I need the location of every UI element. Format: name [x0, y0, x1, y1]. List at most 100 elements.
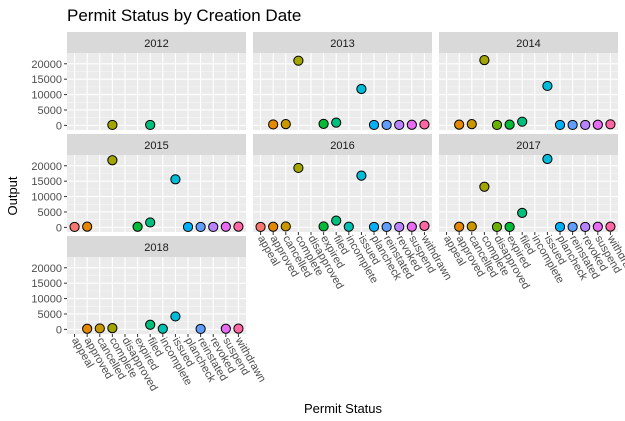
- data-point-2013-withdrawn: [419, 119, 430, 130]
- data-point-2015-expired: [132, 221, 143, 232]
- panel-background: [67, 53, 246, 130]
- data-point-2016-plancheck: [368, 221, 380, 233]
- data-point-2014-plancheck: [554, 119, 566, 131]
- data-point-2018-reinstated: [195, 323, 206, 335]
- facet-panels: 2012 2013 2014 2015 2016 2017 2018: [67, 32, 618, 335]
- data-point-2013-revoked: [394, 119, 405, 131]
- y-tick-label: 10000: [31, 90, 62, 102]
- data-point-2012-complete: [107, 119, 118, 131]
- data-point-2017-plancheck: [554, 221, 566, 233]
- data-point-2016-complete: [293, 162, 304, 174]
- data-point-2013-suspend: [406, 119, 417, 130]
- panel-background: [253, 53, 432, 130]
- y-tick-label: 5000: [38, 207, 62, 219]
- data-point-2015-revoked: [208, 221, 219, 233]
- x-axis-title: Permit Status: [304, 401, 383, 416]
- y-tick-label: 5000: [38, 105, 62, 117]
- data-point-2017-issued: [542, 153, 553, 165]
- data-point-2015-plancheck: [182, 221, 194, 233]
- data-point-2016-reinstated: [381, 221, 392, 233]
- facet-panel-2016: 2016: [253, 134, 432, 233]
- data-point-2016-revoked: [394, 221, 405, 233]
- panel-background: [253, 155, 432, 232]
- data-point-2016-cancelled: [280, 221, 291, 232]
- data-point-2015-withdrawn: [233, 221, 244, 232]
- data-point-2013-approved: [268, 119, 279, 130]
- data-point-2014-revoked: [580, 119, 591, 131]
- data-point-2017-approved: [454, 221, 465, 232]
- data-point-2015-issued: [170, 174, 181, 185]
- data-point-2017-reinstated: [567, 221, 578, 233]
- data-point-2014-suspend: [592, 119, 603, 130]
- y-tick-label: 10000: [31, 294, 62, 306]
- data-point-2013-reinstated: [381, 119, 392, 131]
- data-point-2016-appeal: [255, 221, 266, 233]
- data-point-2018-incomplete: [157, 323, 168, 334]
- data-point-2013-issued: [356, 83, 367, 95]
- panel-background: [67, 257, 246, 334]
- data-point-2018-issued: [170, 311, 181, 322]
- data-point-2012-filed: [145, 119, 156, 131]
- facet-strip: [67, 236, 246, 257]
- facet-strip: [253, 134, 432, 155]
- facet-strip-label: 2018: [144, 242, 168, 254]
- y-tick-label: 15000: [31, 278, 62, 290]
- data-point-2013-filed: [331, 117, 342, 128]
- data-point-2014-withdrawn: [605, 119, 616, 130]
- facet-panel-2018: 2018: [67, 236, 246, 335]
- facet-strip-label: 2016: [330, 140, 354, 152]
- data-point-2017-disapproved: [491, 221, 503, 233]
- data-point-2015-filed: [145, 217, 156, 228]
- data-point-2017-suspend: [592, 221, 603, 232]
- data-point-2015-approved: [82, 221, 93, 232]
- y-tick-label: 0: [56, 222, 62, 234]
- data-point-2015-suspend: [220, 221, 231, 232]
- data-point-2013-expired: [318, 118, 329, 129]
- data-point-2015-reinstated: [195, 221, 206, 233]
- data-point-2014-complete: [479, 54, 490, 66]
- facet-strip-label: 2014: [516, 38, 540, 50]
- data-point-2016-incomplete: [343, 221, 354, 232]
- data-point-2016-withdrawn: [419, 220, 430, 231]
- facet-strip-label: 2015: [144, 140, 168, 152]
- y-tick-label: 15000: [31, 74, 62, 86]
- y-tick-label: 0: [56, 120, 62, 132]
- panel-background: [439, 155, 618, 232]
- facet-panel-2012: 2012: [67, 32, 246, 131]
- data-point-2015-complete: [107, 155, 118, 166]
- data-point-2016-suspend: [406, 221, 417, 232]
- y-tick-label: 20000: [31, 263, 62, 275]
- data-point-2016-approved: [268, 221, 279, 232]
- y-axis-title: Output: [5, 176, 20, 215]
- data-point-2016-filed: [331, 215, 342, 226]
- data-point-2014-filed: [517, 116, 528, 127]
- data-point-2016-issued: [356, 170, 367, 181]
- panel-background: [67, 155, 246, 232]
- facet-panel-2013: 2013: [253, 32, 432, 131]
- y-tick-label: 15000: [31, 176, 62, 188]
- data-point-2016-expired: [318, 221, 329, 232]
- data-point-2015-appeal: [69, 221, 80, 233]
- data-point-2017-withdrawn: [605, 221, 616, 232]
- y-tick-label: 5000: [38, 309, 62, 321]
- data-point-2013-plancheck: [368, 119, 380, 131]
- facet-strip-label: 2017: [516, 140, 540, 152]
- data-point-2017-filed: [517, 207, 528, 219]
- data-point-2018-withdrawn: [233, 323, 244, 334]
- data-point-2018-approved: [82, 323, 93, 334]
- facet-strip: [67, 134, 246, 155]
- facet-strip: [253, 32, 432, 53]
- data-point-2018-filed: [145, 319, 156, 330]
- data-point-2014-reinstated: [567, 119, 578, 131]
- data-point-2014-approved: [454, 119, 465, 130]
- data-point-2014-cancelled: [466, 119, 477, 130]
- data-point-2017-complete: [479, 181, 490, 192]
- data-point-2013-complete: [293, 55, 304, 66]
- data-point-2018-complete: [107, 323, 118, 334]
- facet-strip: [439, 32, 618, 53]
- panel-background: [439, 53, 618, 130]
- y-tick-label: 20000: [31, 59, 62, 71]
- data-point-2018-cancelled: [94, 323, 105, 334]
- y-tick-label: 10000: [31, 192, 62, 204]
